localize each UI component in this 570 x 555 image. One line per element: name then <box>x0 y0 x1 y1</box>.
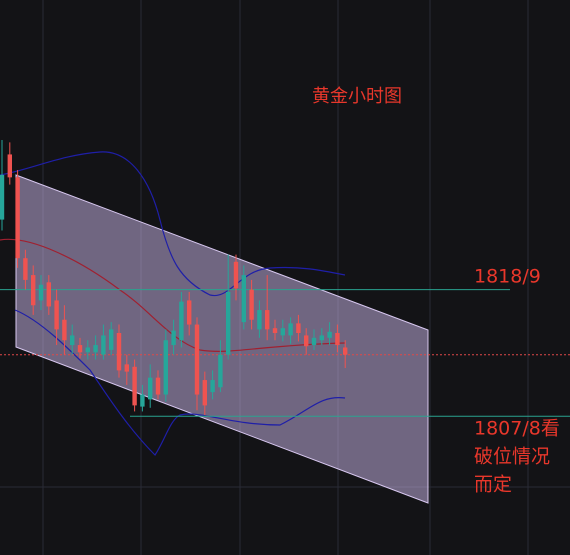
candle-body <box>288 323 293 336</box>
candle-body <box>179 301 184 341</box>
candle-body <box>54 300 59 330</box>
candle-body <box>280 328 285 336</box>
chart-title: 黄金小时图 <box>312 86 402 107</box>
candle-body <box>163 340 168 395</box>
candle-body <box>148 377 153 400</box>
candle-body <box>140 394 145 407</box>
candle-body <box>23 258 28 280</box>
candle-body <box>132 366 137 406</box>
annotation: 破位情况 <box>474 446 550 468</box>
candle-body <box>15 177 20 259</box>
lower-band <box>14 309 346 456</box>
middle-band <box>0 238 346 352</box>
candle-body <box>7 154 12 178</box>
candle-body <box>93 345 98 353</box>
annotation: 而定 <box>474 474 512 496</box>
candle-body <box>327 331 332 338</box>
annotation: 1807/8看 <box>474 418 560 440</box>
candle-body <box>202 380 207 406</box>
candle-body <box>210 380 215 393</box>
candle-body <box>85 347 90 353</box>
candle-body <box>272 328 278 333</box>
candle-body <box>343 347 348 355</box>
candle-body <box>319 335 324 341</box>
candle-body <box>116 333 122 371</box>
candle-body <box>77 345 83 353</box>
candle-body <box>171 330 176 346</box>
candle-body <box>155 377 161 395</box>
candle-body <box>233 261 239 289</box>
candle-body <box>124 364 129 372</box>
plot <box>0 139 570 417</box>
candle-body <box>218 354 223 388</box>
upper-band <box>0 151 346 297</box>
candle-body <box>265 310 270 330</box>
candle-body <box>241 275 246 323</box>
candle-body <box>311 337 317 346</box>
candle-body <box>46 282 51 307</box>
candle-body <box>296 323 301 333</box>
candle-body <box>194 324 200 395</box>
candle-body <box>38 284 44 301</box>
candle-body <box>304 335 309 347</box>
candle-body <box>0 174 5 220</box>
candle-body <box>335 333 340 346</box>
candle-body <box>70 335 75 346</box>
candle-body <box>187 300 192 325</box>
candle-body <box>101 335 106 355</box>
candle-body <box>62 319 67 341</box>
bollinger <box>0 151 346 456</box>
candle-body <box>249 289 254 320</box>
candle-body <box>109 329 114 350</box>
candle-body <box>31 275 36 306</box>
candle-body <box>257 310 262 330</box>
annotation: 1818/9 <box>474 266 541 288</box>
channel <box>15 174 429 504</box>
candle-body <box>226 291 231 355</box>
